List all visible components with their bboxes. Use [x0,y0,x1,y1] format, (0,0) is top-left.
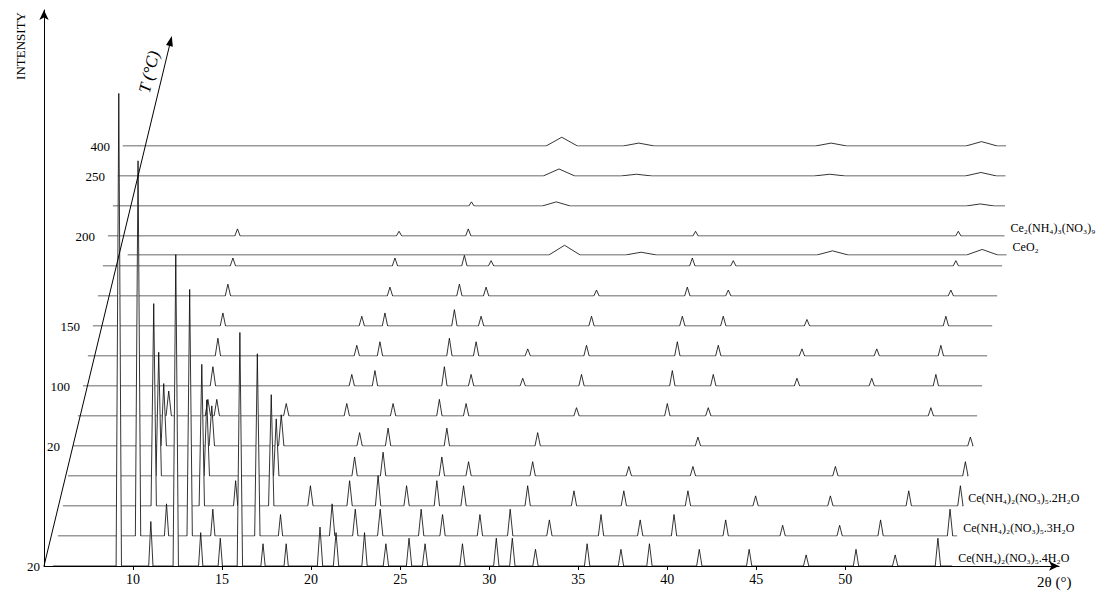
svg-text:Ce(NH₄)₂(NO₃)₅.3H₂O: Ce(NH₄)₂(NO₃)₅.3H₂O [963,521,1075,535]
svg-text:Ce(NH₄)₂(NO₃)₅.2H₂O: Ce(NH₄)₂(NO₃)₅.2H₂O [968,491,1080,505]
svg-text:20: 20 [304,572,318,587]
svg-text:150: 150 [61,319,81,334]
svg-text:INTENSITY: INTENSITY [13,11,28,79]
svg-text:400: 400 [91,139,111,154]
svg-text:100: 100 [51,379,71,394]
svg-text:20: 20 [27,559,40,574]
svg-text:250: 250 [86,169,106,184]
svg-text:2θ (°): 2θ (°) [1037,574,1071,591]
svg-text:15: 15 [215,572,229,587]
svg-text:Ce₂(NH₄)₃(NO₃)₉: Ce₂(NH₄)₃(NO₃)₉ [1010,221,1095,235]
svg-text:Ce(NH₄)₂(NO₃)₅.4H₂O: Ce(NH₄)₂(NO₃)₅.4H₂O [958,551,1070,565]
svg-text:50: 50 [838,572,852,587]
svg-text:30: 30 [482,572,496,587]
svg-text:25: 25 [393,572,407,587]
svg-text:CeO₂: CeO₂ [1013,240,1039,254]
svg-text:35: 35 [571,572,585,587]
svg-text:10: 10 [126,572,140,587]
svg-text:200: 200 [76,229,96,244]
svg-text:T (°C): T (°C) [135,49,164,95]
svg-text:45: 45 [749,572,763,587]
svg-text:20: 20 [47,439,60,454]
svg-text:40: 40 [660,572,674,587]
